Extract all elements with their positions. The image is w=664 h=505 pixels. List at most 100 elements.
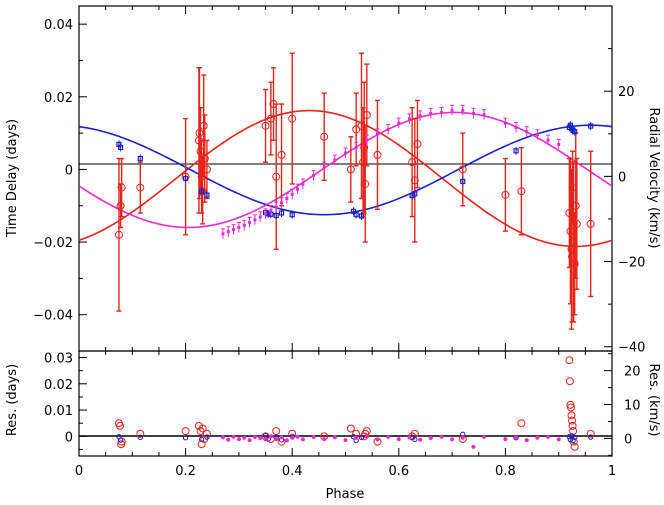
- main-y-left-tick-label: 0: [65, 163, 73, 178]
- rv-secondary-point: [290, 192, 294, 196]
- residual-rv-secondary-point: [252, 435, 257, 440]
- residual-rv-secondary-point: [231, 434, 236, 439]
- residual-rv-primary-point: [117, 437, 124, 443]
- rv-secondary-point: [296, 187, 300, 191]
- residual-rv-secondary-point: [556, 437, 561, 442]
- residual-rv-secondary-point: [524, 438, 529, 443]
- residual-y-right-tick-label: 0: [624, 432, 632, 447]
- rv-secondary-point: [525, 130, 529, 134]
- residual-rv-secondary-point: [386, 435, 391, 440]
- main-y-right-label: Radial Velocity (km/s): [646, 108, 661, 249]
- main-panel: −0.04 −0.02 0 0.02 0.04 −40 −20 0 20 Time Delay…: [5, 5, 661, 356]
- residual-rv-secondary-point: [503, 437, 508, 442]
- residual-rv-secondary-point: [300, 437, 305, 442]
- rv-secondary-point: [274, 205, 278, 209]
- residual-rv-secondary-point: [375, 437, 380, 442]
- rv-secondary-point: [450, 108, 454, 112]
- rv-secondary-point: [221, 232, 225, 236]
- time-delay-point: [413, 140, 422, 148]
- time-delay-point: [114, 230, 123, 239]
- residual-left-tick-labels: 0 0.01 0.02 0.03: [44, 352, 73, 446]
- time-delay-point: [373, 150, 382, 159]
- rv-primary-point: [353, 212, 359, 218]
- residual-time-delay-point: [272, 427, 281, 436]
- rv-primary-point: [137, 155, 143, 162]
- rv-secondary-point: [514, 125, 518, 129]
- residual-rv-secondary-point: [247, 438, 252, 443]
- residual-rv-secondary-point: [274, 437, 279, 442]
- residual-time-delay-point: [116, 421, 125, 430]
- residual-rv-secondary-point: [258, 436, 263, 441]
- main-y-left-tick-label: −0.04: [33, 309, 73, 324]
- residual-rv-secondary-point: [428, 436, 433, 441]
- residual-rv-secondary-point: [332, 435, 337, 440]
- residual-right-tick-labels: 0 10 20: [624, 365, 641, 448]
- residual-rv-primary-point: [571, 434, 578, 441]
- time-delay-point: [200, 154, 209, 163]
- rv-secondary-point: [344, 151, 347, 155]
- main-y-right-tick-label: −40: [618, 341, 645, 356]
- rv-primary-point: [513, 148, 519, 154]
- residual-rv-secondary-point: [242, 435, 247, 440]
- time-delay-point: [346, 165, 355, 174]
- residual-rv-secondary-point: [535, 435, 540, 440]
- rv-secondary-point: [280, 201, 284, 205]
- residual-rv-primary-point: [412, 436, 418, 443]
- main-y-left-label: Time Delay (days): [5, 119, 20, 238]
- residual-rv-secondary-point: [268, 434, 273, 439]
- rv-primary-point: [183, 175, 189, 182]
- residual-rv-secondary-point: [284, 438, 289, 443]
- rv-secondary-point: [386, 128, 390, 132]
- residual-time-delay-point: [568, 416, 577, 425]
- residual-rv-primary-point: [182, 435, 189, 441]
- residual-y-left-tick-label: 0.03: [44, 352, 73, 367]
- rv-primary-point: [588, 123, 594, 129]
- time-delay-point: [199, 121, 208, 130]
- residual-rv-secondary-point: [460, 435, 465, 440]
- main-plot-frame: [78, 5, 613, 352]
- x-tick-label: 0: [75, 464, 83, 479]
- residual-time-delay-point: [569, 427, 578, 436]
- rv-secondary-point: [418, 114, 422, 118]
- main-left-tick-labels: −0.04 −0.02 0 0.02 0.04: [33, 18, 73, 324]
- time-delay-point: [277, 150, 286, 159]
- x-axis-label: Phase: [326, 487, 365, 502]
- rv-secondary-point: [301, 182, 305, 186]
- residual-time-delay-point: [565, 377, 574, 386]
- main-model-curves: [79, 109, 612, 248]
- residual-rv-secondary-point: [418, 437, 423, 442]
- residual-panel: 0 0.01 0.02 0.03 0 10 20 0 0.2 0.4 0.6 0.8 1 Res. …: [5, 350, 661, 502]
- time-delay-point: [136, 183, 145, 192]
- residual-rv-secondary-point: [311, 435, 316, 440]
- model-curve-1: [79, 124, 612, 216]
- rv-primary-point: [460, 178, 466, 185]
- main-y-left-tick-label: 0.04: [44, 18, 73, 33]
- time-delay-point: [272, 172, 281, 181]
- rv-primary-point: [350, 208, 357, 214]
- residual-y-left-tick-label: 0.01: [44, 404, 73, 419]
- time-delay-point: [408, 158, 417, 167]
- rv-secondary-point: [333, 158, 337, 162]
- rv-secondary-point: [322, 165, 326, 169]
- rv-secondary-point: [375, 132, 379, 136]
- rv-primary-point: [198, 188, 205, 194]
- residual-rv-secondary-point: [322, 437, 327, 442]
- rv-secondary-point: [226, 230, 230, 234]
- main-right-tick-labels: −40 −20 0 20: [618, 85, 645, 356]
- time-delay-point: [501, 190, 510, 199]
- rv-secondary-point: [248, 220, 252, 224]
- residual-time-delay-point: [568, 421, 577, 430]
- rv-primary-point: [572, 129, 578, 135]
- time-delay-point: [361, 179, 370, 188]
- time-delay-point: [572, 219, 581, 228]
- residual-time-delay-point: [570, 442, 579, 451]
- residual-rv-secondary-point: [396, 437, 401, 442]
- residual-rv-secondary-point: [263, 437, 268, 442]
- rv-primary-point: [273, 212, 279, 219]
- main-y-left-tick-label: −0.02: [33, 236, 73, 251]
- residual-time-delay-point: [181, 427, 190, 436]
- rv-secondary-point: [242, 223, 246, 227]
- residual-time-delay-point: [566, 403, 575, 412]
- residual-rv-primary-point: [137, 434, 143, 441]
